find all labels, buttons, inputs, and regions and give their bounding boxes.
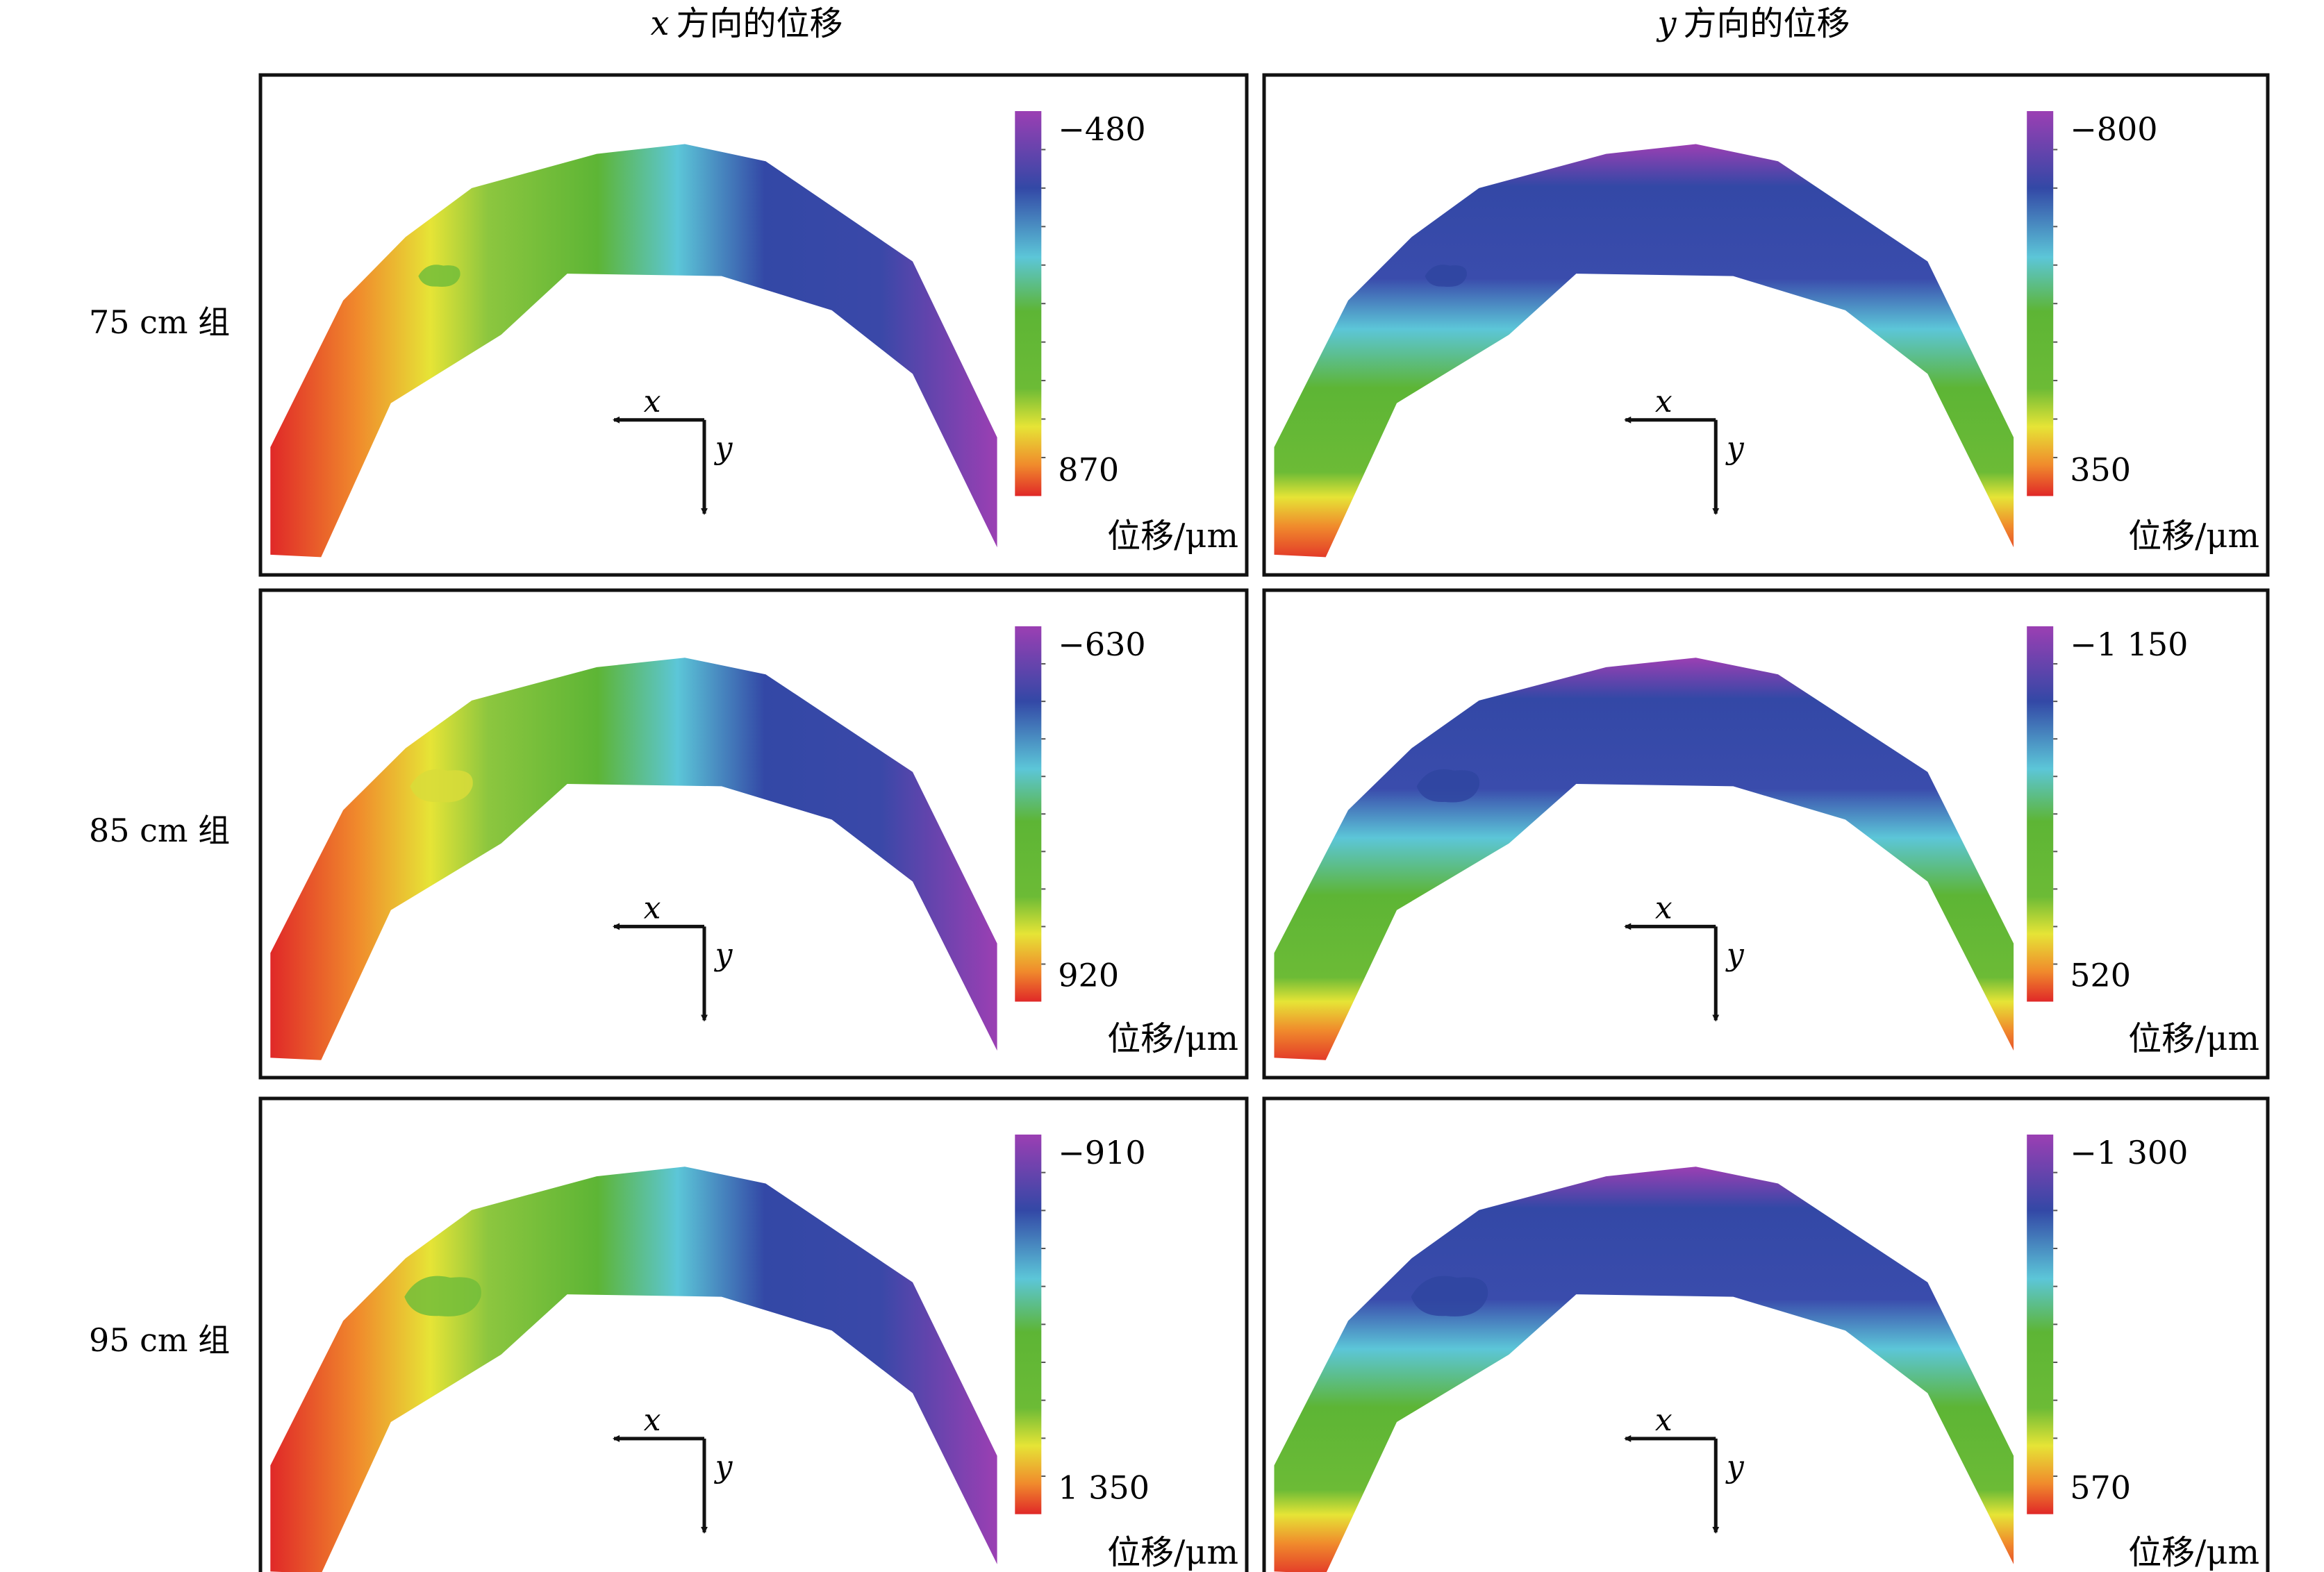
panel-2-1: x y −1 300 570 位移/μm: [1262, 1096, 2270, 1572]
colorbar: [1015, 626, 1042, 1002]
y-axis-label: y: [1725, 430, 1745, 466]
panel-1-0: x y −630 920 位移/μm: [258, 588, 1249, 1080]
column-title-x-text: 方向的位移: [677, 4, 843, 43]
colorbar-min-label: 920: [1058, 957, 1119, 994]
panels-grid: x y −480 870 位移/μm x y −800 350 位移/μm x y −630 920 位移/…: [258, 73, 2270, 1572]
colorbar: [2027, 1135, 2054, 1514]
x-axis-label: x: [644, 1403, 661, 1438]
x-axis-label: x: [1655, 890, 1673, 926]
column-title-y-var: y: [1656, 4, 1677, 43]
colorbar-max-label: −910: [1058, 1134, 1145, 1171]
local-anomaly: [1416, 769, 1480, 803]
x-axis-label: x: [644, 890, 661, 926]
colorbar-unit: 位移/μm: [2128, 517, 2259, 555]
local-anomaly: [1411, 1276, 1488, 1316]
y-axis-label: y: [714, 1449, 733, 1485]
x-axis-label: x: [644, 384, 661, 419]
column-title-y: y 方向的位移: [1656, 4, 1850, 43]
displacement-field: [1274, 144, 2014, 558]
colorbar-min-label: 350: [2070, 451, 2131, 488]
displacement-field: [270, 144, 997, 558]
colorbar-max-label: −800: [2070, 110, 2157, 148]
colorbar-unit: 位移/μm: [1107, 1019, 1238, 1058]
row-label-85: 85 cm 组: [89, 812, 230, 849]
panel-0-0: x y −480 870 位移/μm: [258, 73, 1249, 577]
colorbar-max-label: −1 300: [2070, 1134, 2188, 1171]
y-axis-label: y: [714, 430, 733, 466]
colorbar: [1015, 111, 1042, 496]
y-axis-label: y: [1725, 1449, 1745, 1485]
colorbar: [1015, 1135, 1042, 1514]
local-anomaly: [404, 1276, 481, 1316]
colorbar-unit: 位移/μm: [2128, 1019, 2259, 1058]
colorbar-unit: 位移/μm: [1107, 1533, 1238, 1572]
colorbar-min-label: 520: [2070, 957, 2131, 994]
x-axis-label: x: [1655, 384, 1673, 419]
colorbar-min-label: 570: [2070, 1469, 2131, 1507]
displacement-field: [1274, 1167, 2014, 1572]
local-anomaly: [418, 265, 460, 287]
local-anomaly: [410, 769, 473, 803]
panel-frame: [258, 588, 1249, 1080]
x-axis-label: x: [1655, 1403, 1673, 1438]
displacement-field: [270, 658, 997, 1060]
local-anomaly: [1425, 265, 1467, 287]
colorbar-max-label: −480: [1058, 110, 1145, 148]
column-title-x-var: x: [650, 4, 669, 43]
colorbar: [2027, 111, 2054, 496]
colorbar-min-label: 870: [1058, 451, 1119, 488]
colorbar-min-label: 1 350: [1058, 1469, 1149, 1507]
panel-2-0: x y −910 1 350 位移/μm: [258, 1096, 1249, 1572]
panel-1-1: x y −1 150 520 位移/μm: [1262, 588, 2270, 1080]
column-title-y-text: 方向的位移: [1684, 4, 1850, 43]
panel-0-1: x y −800 350 位移/μm: [1262, 73, 2270, 577]
y-axis-label: y: [1725, 937, 1745, 972]
y-axis-label: y: [714, 937, 733, 972]
displacement-field: [270, 1167, 997, 1572]
colorbar-unit: 位移/μm: [2128, 1533, 2259, 1572]
colorbar-max-label: −630: [1058, 626, 1145, 663]
column-title-x: x 方向的位移: [650, 4, 843, 43]
colorbar-max-label: −1 150: [2070, 626, 2188, 663]
row-label-95: 95 cm 组: [89, 1321, 230, 1359]
colorbar: [2027, 626, 2054, 1002]
displacement-field: [1274, 658, 2014, 1060]
colorbar-unit: 位移/μm: [1107, 517, 1238, 555]
row-label-75: 75 cm 组: [89, 303, 230, 341]
